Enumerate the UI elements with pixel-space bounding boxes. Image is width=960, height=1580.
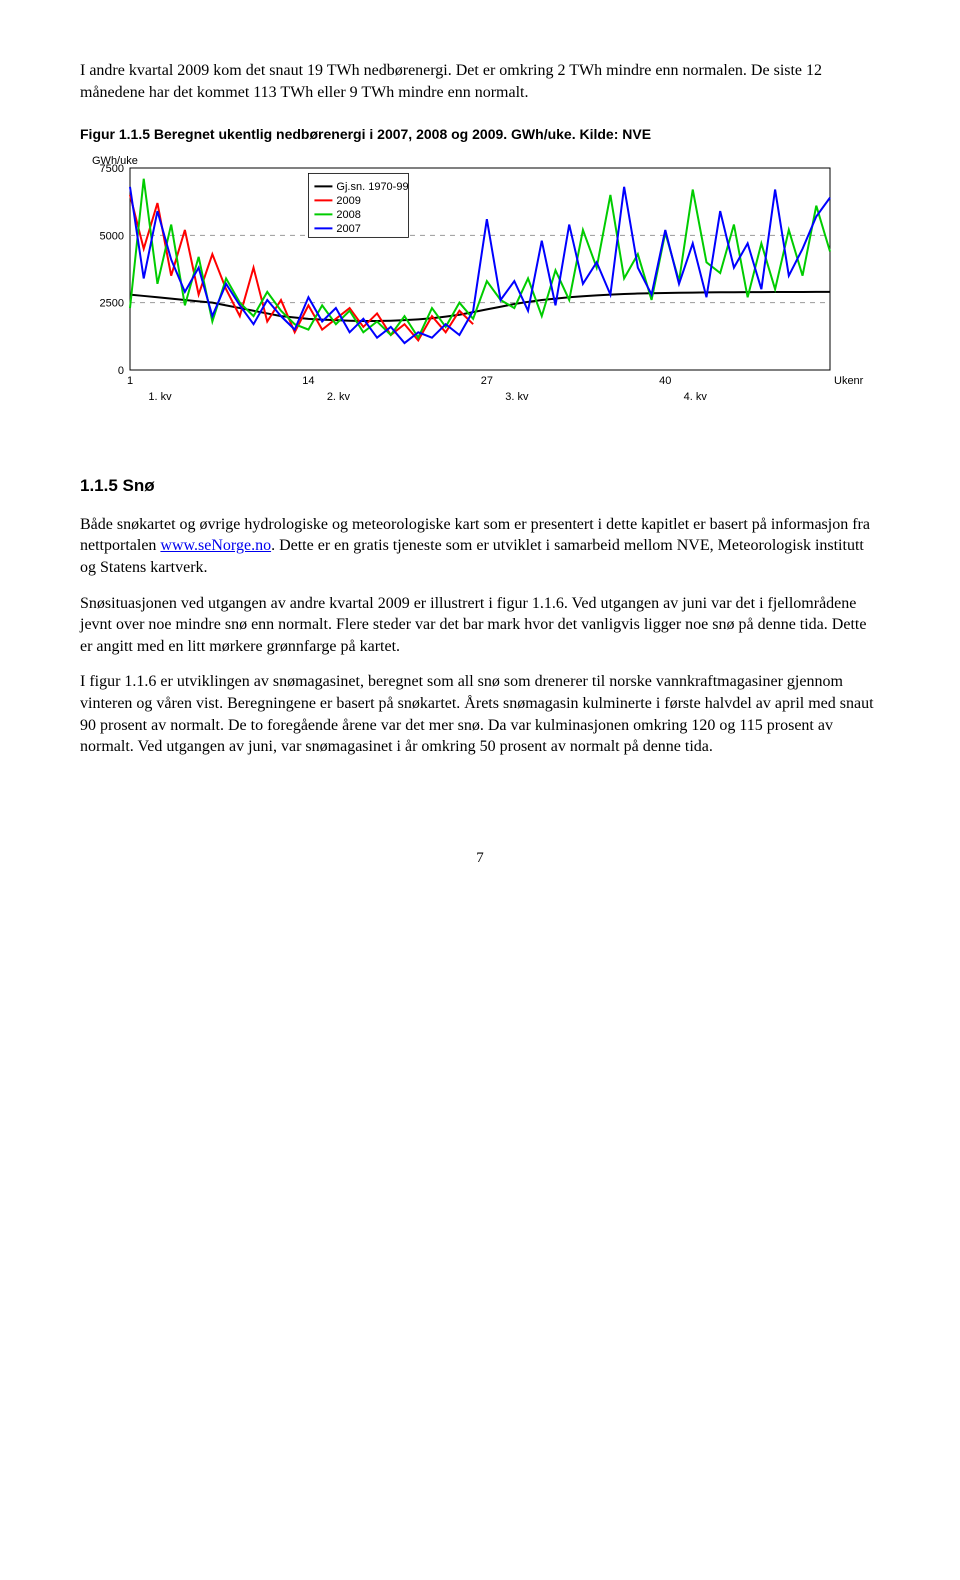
section-heading: 1.1.5 Snø bbox=[80, 475, 880, 498]
svg-text:2500: 2500 bbox=[100, 298, 124, 310]
svg-text:1. kv: 1. kv bbox=[148, 391, 172, 403]
svg-text:27: 27 bbox=[481, 375, 493, 387]
svg-text:2. kv: 2. kv bbox=[327, 391, 351, 403]
svg-text:14: 14 bbox=[302, 375, 314, 387]
body-paragraph: Snøsituasjonen ved utgangen av andre kva… bbox=[80, 593, 880, 658]
body-paragraph: Både snøkartet og øvrige hydrologiske og… bbox=[80, 514, 880, 579]
figure-title: Figur 1.1.5 Beregnet ukentlig nedbørener… bbox=[80, 125, 880, 144]
svg-text:0: 0 bbox=[118, 365, 124, 377]
svg-text:2007: 2007 bbox=[336, 223, 360, 235]
svg-text:5000: 5000 bbox=[100, 230, 124, 242]
svg-text:Ukenr: Ukenr bbox=[834, 375, 864, 387]
body-paragraph: I figur 1.1.6 er utviklingen av snømagas… bbox=[80, 671, 880, 757]
svg-text:2008: 2008 bbox=[336, 209, 360, 221]
line-chart: 0250050007500GWh/uke11. kv142. kv273. kv… bbox=[80, 150, 880, 435]
svg-text:GWh/uke: GWh/uke bbox=[92, 155, 138, 167]
page-number: 7 bbox=[80, 848, 880, 868]
svg-text:2009: 2009 bbox=[336, 195, 360, 207]
intro-paragraph: I andre kvartal 2009 kom det snaut 19 TW… bbox=[80, 60, 880, 103]
link-senorge[interactable]: www.seNorge.no bbox=[160, 537, 271, 554]
svg-text:3. kv: 3. kv bbox=[505, 391, 529, 403]
svg-text:Gj.sn. 1970-99: Gj.sn. 1970-99 bbox=[336, 181, 408, 193]
svg-text:1: 1 bbox=[127, 375, 133, 387]
svg-text:4. kv: 4. kv bbox=[684, 391, 708, 403]
svg-text:40: 40 bbox=[659, 375, 671, 387]
